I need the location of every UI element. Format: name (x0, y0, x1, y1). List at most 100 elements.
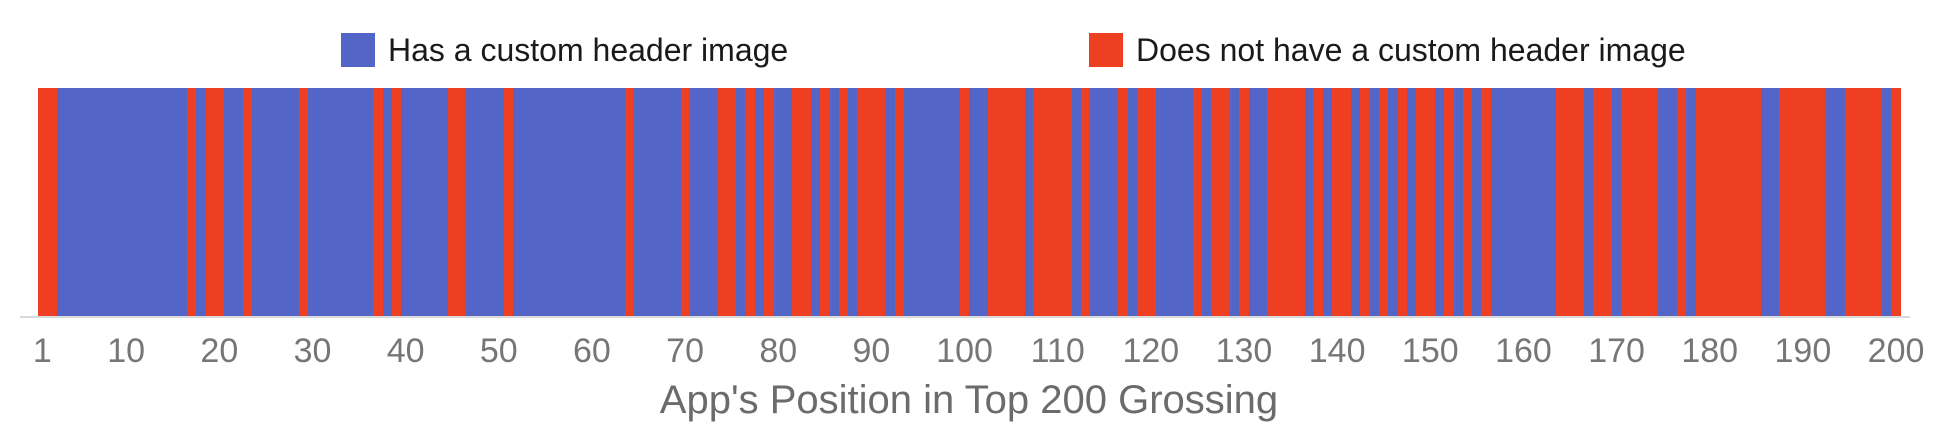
strip-segment-pos-158 (1500, 88, 1510, 316)
strip-segment-pos-177 (1677, 88, 1687, 316)
strip-segment-pos-51 (503, 88, 513, 316)
x-tick-200: 200 (1867, 332, 1925, 370)
strip-segment-pos-149 (1416, 88, 1426, 316)
strip-segment-pos-182 (1723, 88, 1733, 316)
strip-segment-pos-56 (550, 88, 560, 316)
strip-segment-pos-145 (1379, 88, 1389, 316)
strip-segment-pos-5 (75, 88, 85, 316)
strip-segment-pos-21 (224, 88, 234, 316)
strip-segment-pos-147 (1397, 88, 1407, 316)
strip-segment-pos-166 (1574, 88, 1584, 316)
strip-segment-pos-13 (149, 88, 160, 316)
strip-segment-pos-121 (1155, 88, 1165, 316)
strip-segment-pos-196 (1853, 88, 1864, 316)
x-tick-100: 100 (936, 332, 993, 370)
strip-segment-pos-169 (1602, 88, 1612, 316)
legend-label: Does not have a custom header image (1136, 31, 1686, 68)
strip-segment-pos-106 (1015, 88, 1026, 316)
strip-segment-pos-65 (634, 88, 644, 316)
strip-segment-pos-8 (103, 88, 113, 316)
strip-segment-pos-52 (512, 88, 523, 316)
strip-segment-pos-54 (531, 88, 541, 316)
x-tick-1: 1 (32, 332, 52, 370)
strip-segment-pos-94 (904, 88, 914, 316)
x-tick-130: 130 (1215, 332, 1273, 370)
strip-segment-pos-11 (131, 88, 141, 316)
strip-segment-pos-129 (1230, 88, 1240, 316)
strip-segment-pos-170 (1611, 88, 1622, 316)
strip-segment-pos-101 (969, 88, 979, 316)
strip-segment-pos-102 (978, 88, 988, 316)
x-tick-150: 150 (1401, 332, 1459, 370)
strip-segment-pos-77 (745, 88, 756, 316)
strip-segment-pos-50 (494, 88, 504, 316)
strip-segment-pos-137 (1304, 88, 1314, 316)
strip-segment-pos-18 (196, 88, 206, 316)
strip-segment-pos-183 (1732, 88, 1743, 316)
x-tick-90: 90 (852, 332, 891, 370)
strip-segment-pos-95 (913, 88, 923, 316)
strip-segment-pos-148 (1406, 88, 1417, 316)
strip-segment-pos-42 (419, 88, 430, 316)
strip-segment-pos-187 (1770, 88, 1780, 316)
legend-item-no-custom-header: Does not have a custom header image (1089, 31, 1686, 68)
strip-segment-pos-41 (410, 88, 420, 316)
strip-segment-pos-152 (1444, 88, 1454, 316)
strip-segment-pos-7 (93, 88, 104, 316)
x-tick-120: 120 (1122, 332, 1180, 370)
strip-segment-pos-144 (1369, 88, 1379, 316)
strip-segment-pos-80 (773, 88, 783, 316)
strip-segment-pos-150 (1425, 88, 1435, 316)
strip-segment-pos-25 (261, 88, 271, 316)
strip-segment-pos-175 (1658, 88, 1668, 316)
strip-segment-pos-162 (1537, 88, 1547, 316)
strip-segment-pos-194 (1835, 88, 1845, 316)
strip-segment-pos-117 (1118, 88, 1128, 316)
strip-segment-pos-63 (615, 88, 625, 316)
x-tick-190: 190 (1774, 332, 1832, 370)
strip-segment-pos-186 (1760, 88, 1771, 316)
strip-segment-pos-115 (1099, 88, 1109, 316)
strip-segment-pos-30 (308, 88, 318, 316)
strip-segment-pos-2 (47, 88, 57, 316)
x-tick-110: 110 (1030, 332, 1085, 370)
strip-segment-pos-132 (1257, 88, 1268, 316)
strip-segment-pos-88 (848, 88, 858, 316)
x-tick-60: 60 (573, 332, 611, 370)
strip-segment-pos-128 (1220, 88, 1230, 316)
strip-segment-pos-140 (1332, 88, 1342, 316)
strip-segment-pos-29 (298, 88, 309, 316)
strip-segment-pos-58 (568, 88, 579, 316)
strip-segment-pos-116 (1108, 88, 1119, 316)
strip-segment-pos-126 (1202, 88, 1212, 316)
strip-segment-pos-153 (1453, 88, 1463, 316)
strip-segment-pos-57 (559, 88, 569, 316)
strip-segment-pos-9 (112, 88, 122, 316)
strip-segment-pos-67 (652, 88, 662, 316)
strip-segment-pos-118 (1127, 88, 1137, 316)
strip-segment-pos-35 (354, 88, 364, 316)
legend-label: Has a custom header image (388, 31, 789, 68)
strip-segment-pos-89 (857, 88, 867, 316)
strip-segment-pos-72 (699, 88, 709, 316)
strip-segment-pos-39 (391, 88, 402, 316)
strip-segment-pos-36 (363, 88, 374, 316)
strip-segment-pos-143 (1360, 88, 1370, 316)
strip-segment-pos-48 (475, 88, 485, 316)
strip-segment-pos-154 (1462, 88, 1473, 316)
strip-segment-pos-34 (345, 88, 355, 316)
strip-segment-pos-70 (680, 88, 690, 316)
strip-segment-pos-45 (447, 88, 458, 316)
strip-segment-pos-93 (894, 88, 905, 316)
strip-segment-pos-66 (643, 88, 653, 316)
strip-segment-pos-22 (233, 88, 243, 316)
strip-segment-pos-151 (1434, 88, 1445, 316)
strip-segment-pos-40 (401, 88, 411, 316)
strip-segment-pos-105 (1006, 88, 1016, 316)
strip-segment-pos-10 (121, 88, 132, 316)
strip-segment-pos-32 (326, 88, 336, 316)
strip-segment-pos-161 (1528, 88, 1538, 316)
strip-segment-pos-60 (587, 88, 597, 316)
x-tick-40: 40 (386, 332, 425, 370)
